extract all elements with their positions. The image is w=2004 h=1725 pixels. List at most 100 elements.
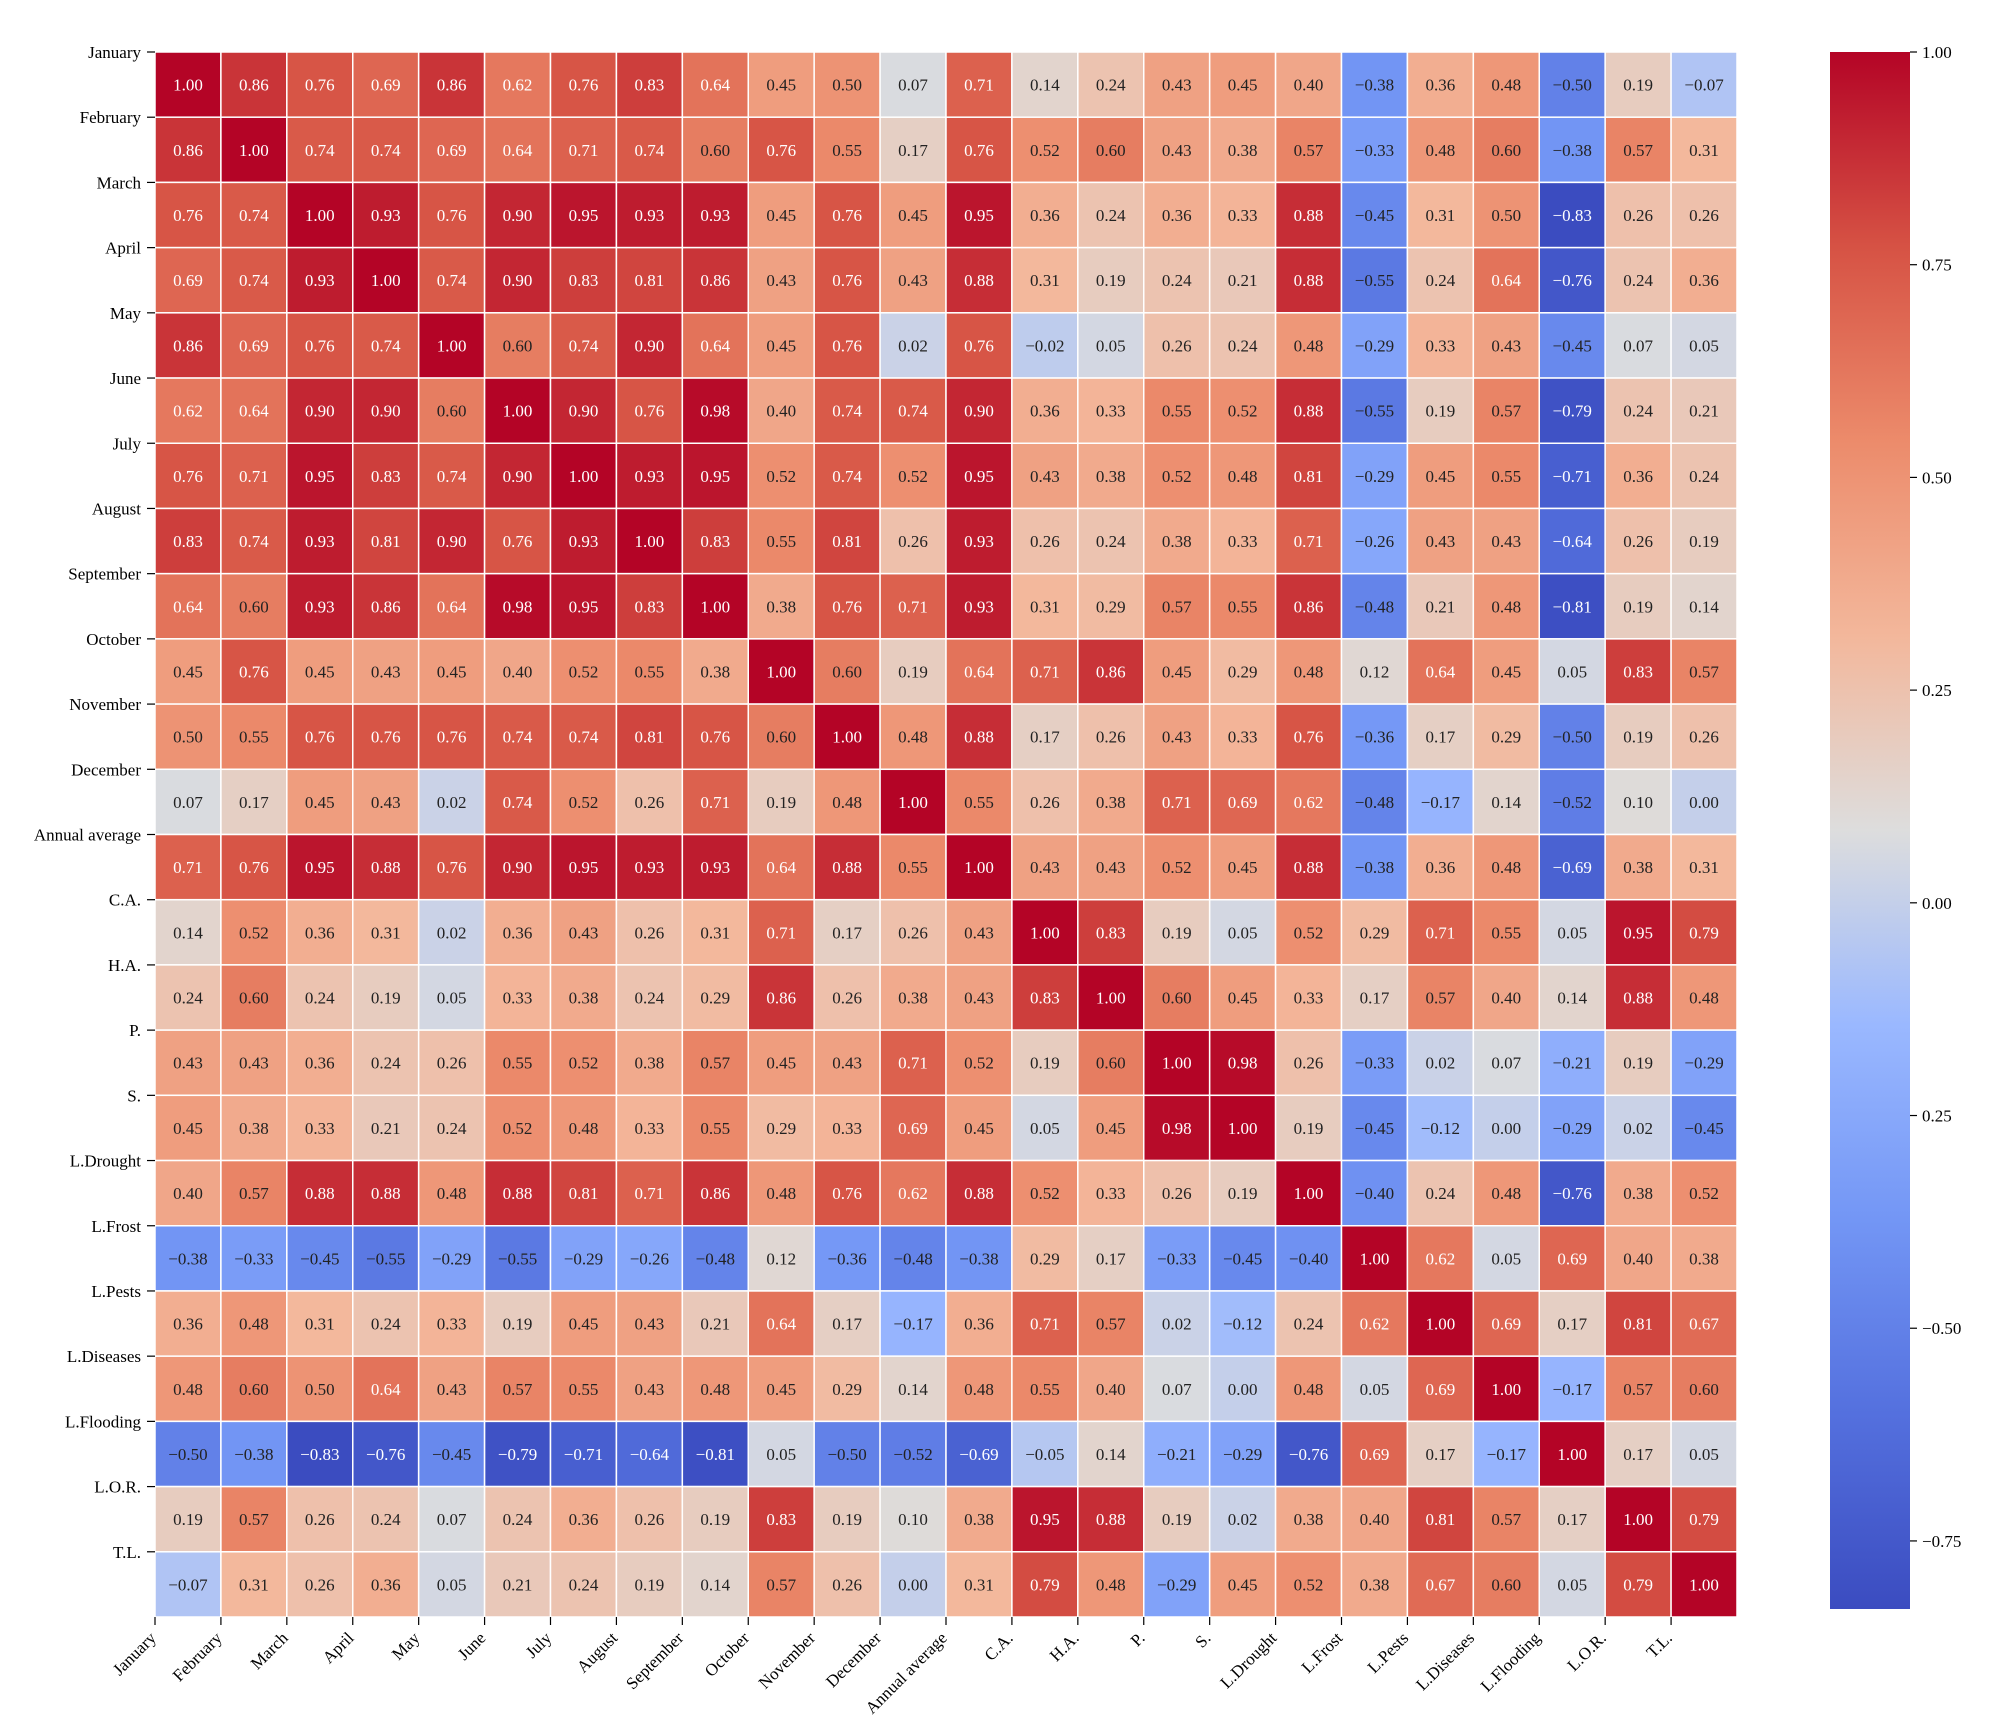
heatmap-cell	[220, 1029, 288, 1097]
cell-value-label: −0.38	[1553, 141, 1592, 160]
heatmap-cell	[549, 1551, 618, 1618]
cell-value-label: 0.24	[503, 1510, 533, 1529]
cell-value-label: 0.36	[1689, 271, 1719, 290]
cell-value-label: 0.45	[766, 1054, 796, 1073]
cell-value-label: 0.60	[239, 1380, 269, 1399]
cell-value-label: 0.90	[503, 206, 533, 225]
heatmap-cell	[1340, 1485, 1409, 1553]
cell-value-label: 0.45	[1228, 989, 1258, 1008]
heatmap-cell	[1604, 638, 1672, 705]
cell-value-label: 0.19	[1162, 923, 1192, 942]
cell-value-label: 0.74	[305, 141, 335, 160]
x-tick-label: February	[169, 1628, 226, 1685]
cell-value-label: −0.38	[1355, 858, 1394, 877]
heatmap-cell	[879, 1290, 947, 1357]
heatmap-cell	[1011, 312, 1079, 379]
heatmap-cell	[1670, 377, 1738, 444]
heatmap-cell	[813, 1290, 881, 1357]
cell-value-label: 0.90	[503, 467, 533, 486]
cell-value-label: 0.24	[173, 989, 203, 1008]
heatmap-cell	[483, 181, 552, 249]
heatmap-cell	[1143, 1551, 1211, 1618]
heatmap-cell	[1340, 181, 1409, 249]
cell-value-label: 0.71	[1030, 1315, 1060, 1334]
heatmap-cell	[1670, 51, 1738, 118]
heatmap-cell	[1208, 1551, 1277, 1618]
heatmap-cell	[1274, 1420, 1343, 1488]
cell-value-label: 0.69	[1426, 1380, 1456, 1399]
cell-value-label: −0.48	[1355, 793, 1394, 812]
cell-value-label: 0.76	[173, 206, 203, 225]
heatmap-cell	[1011, 638, 1079, 705]
heatmap-cell	[220, 898, 288, 966]
cell-value-label: 0.71	[569, 141, 599, 160]
heatmap-cell	[1143, 1225, 1211, 1292]
cell-value-label: 0.64	[766, 1315, 796, 1334]
cell-value-label: 0.69	[239, 336, 269, 355]
heatmap-cell	[286, 1159, 354, 1227]
heatmap-cell	[747, 638, 815, 705]
cell-value-label: −0.81	[696, 1445, 735, 1464]
cell-value-label: 0.57	[1491, 402, 1521, 421]
cell-value-label: 0.76	[832, 1184, 862, 1203]
x-tick-label: December	[822, 1628, 885, 1691]
cell-value-label: 0.76	[700, 728, 730, 747]
heatmap-cell	[1472, 898, 1541, 966]
heatmap-cell	[1340, 1094, 1409, 1162]
y-tick-label: August	[92, 499, 141, 518]
cell-value-label: 0.36	[305, 1054, 335, 1073]
heatmap-cell	[1077, 116, 1145, 184]
heatmap-cell	[417, 181, 486, 249]
heatmap-cell	[1274, 572, 1343, 640]
heatmap-cell	[1538, 833, 1606, 901]
cell-value-label: −0.50	[168, 1445, 207, 1464]
cell-value-label: 0.48	[1491, 858, 1521, 877]
heatmap-cell	[549, 246, 618, 314]
cell-value-label: 0.02	[1623, 1119, 1653, 1138]
cell-value-label: 0.55	[239, 728, 269, 747]
heatmap-cell	[1340, 51, 1409, 118]
cell-value-label: 0.38	[569, 989, 599, 1008]
cell-value-label: 0.52	[569, 793, 599, 812]
heatmap-cell	[747, 1159, 815, 1227]
heatmap-cell	[1538, 116, 1606, 184]
x-tick-label: H.A.	[1046, 1628, 1083, 1665]
heatmap-cell	[1406, 768, 1475, 836]
heatmap-cell	[945, 638, 1013, 705]
cell-value-label: 0.57	[1162, 597, 1192, 616]
heatmap-cell	[1208, 246, 1277, 314]
cell-value-label: 0.07	[437, 1510, 467, 1529]
cell-value-label: 0.48	[898, 728, 928, 747]
cell-value-label: 0.29	[832, 1380, 862, 1399]
cell-value-label: 0.52	[569, 662, 599, 681]
heatmap-cell	[615, 1290, 684, 1357]
heatmap-cell	[747, 1355, 815, 1423]
heatmap-cell	[154, 1225, 222, 1292]
heatmap-cell	[483, 898, 552, 966]
cell-value-label: −0.81	[1553, 597, 1592, 616]
heatmap-cell	[1406, 833, 1475, 901]
heatmap-cell	[747, 246, 815, 314]
heatmap-cell	[615, 1029, 684, 1097]
heatmap-cell	[483, 442, 552, 510]
heatmap-cell	[813, 1225, 881, 1292]
heatmap-cell	[945, 1290, 1013, 1357]
cell-value-label: 0.64	[700, 336, 730, 355]
heatmap-cell	[1143, 1485, 1211, 1553]
cell-value-label: 0.83	[1623, 662, 1653, 681]
cell-value-label: 0.62	[898, 1184, 928, 1203]
heatmap-cell	[813, 833, 881, 901]
cell-value-label: 0.76	[173, 467, 203, 486]
cell-value-label: 0.60	[1096, 1054, 1126, 1073]
cell-value-label: 1.00	[305, 206, 335, 225]
cell-value-label: 0.93	[700, 206, 730, 225]
heatmap-cell	[1538, 377, 1606, 444]
heatmap-cell	[154, 1485, 222, 1553]
heatmap-cell	[813, 507, 881, 575]
cell-value-label: −0.69	[959, 1445, 998, 1464]
cell-value-label: 0.38	[964, 1510, 994, 1529]
heatmap-cell	[1208, 833, 1277, 901]
heatmap-cell	[549, 181, 618, 249]
cell-value-label: −0.45	[300, 1249, 339, 1268]
heatmap-cell	[1011, 1159, 1079, 1227]
